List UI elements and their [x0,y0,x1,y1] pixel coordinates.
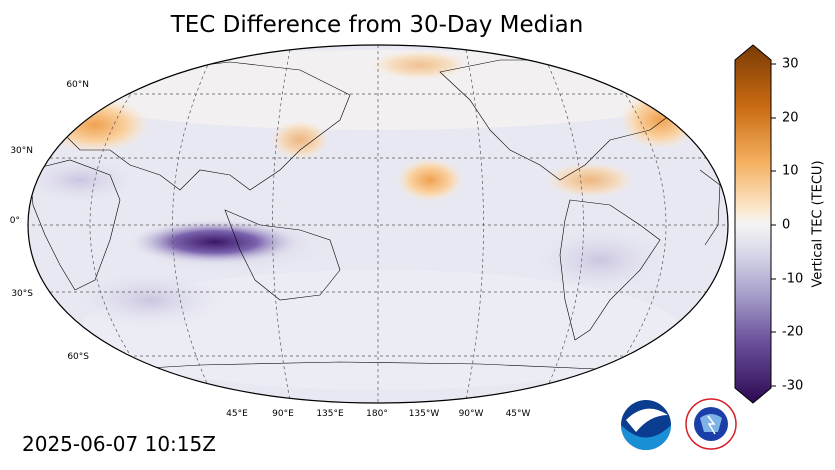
lon-label-90w: 90°W [458,409,484,419]
colorbar-tick-neg10: -10 [782,271,804,287]
chart-title: TEC Difference from 30-Day Median [170,12,584,38]
lat-label-60s: 60°S [67,352,89,362]
tec-field [28,45,728,403]
lat-label-30s: 30°S [11,289,33,299]
colorbar-tick-0: 0 [782,217,791,233]
lon-label-180: 180° [366,409,388,419]
colorbar-tick-10: 10 [782,163,799,179]
colorbar [734,44,772,404]
lon-label-90e: 90°E [272,409,294,419]
lon-label-45w: 45°W [505,409,531,419]
lat-label-30n: 30°N [10,146,33,156]
lon-label-135w: 135°W [408,409,440,419]
timestamp: 2025-06-07 10:15Z [22,432,216,456]
lon-label-45e: 45°E [226,409,248,419]
lon-label-135e: 135°E [316,409,344,419]
colorbar-tick-30: 30 [782,56,799,72]
colorbar-tick-neg30: -30 [782,378,804,394]
colorbar-ticks [771,63,776,387]
noaa-logo [621,400,671,450]
graticule [28,45,728,403]
map-border [27,44,729,404]
lat-label-60n: 60°N [66,80,89,90]
lat-label-0: 0° [9,216,20,226]
nws-logo [685,398,737,450]
colorbar-tick-20: 20 [782,110,799,126]
colorbar-tick-neg20: -20 [782,324,804,340]
colorbar-label: Vertical TEC (TECU) [810,160,826,288]
